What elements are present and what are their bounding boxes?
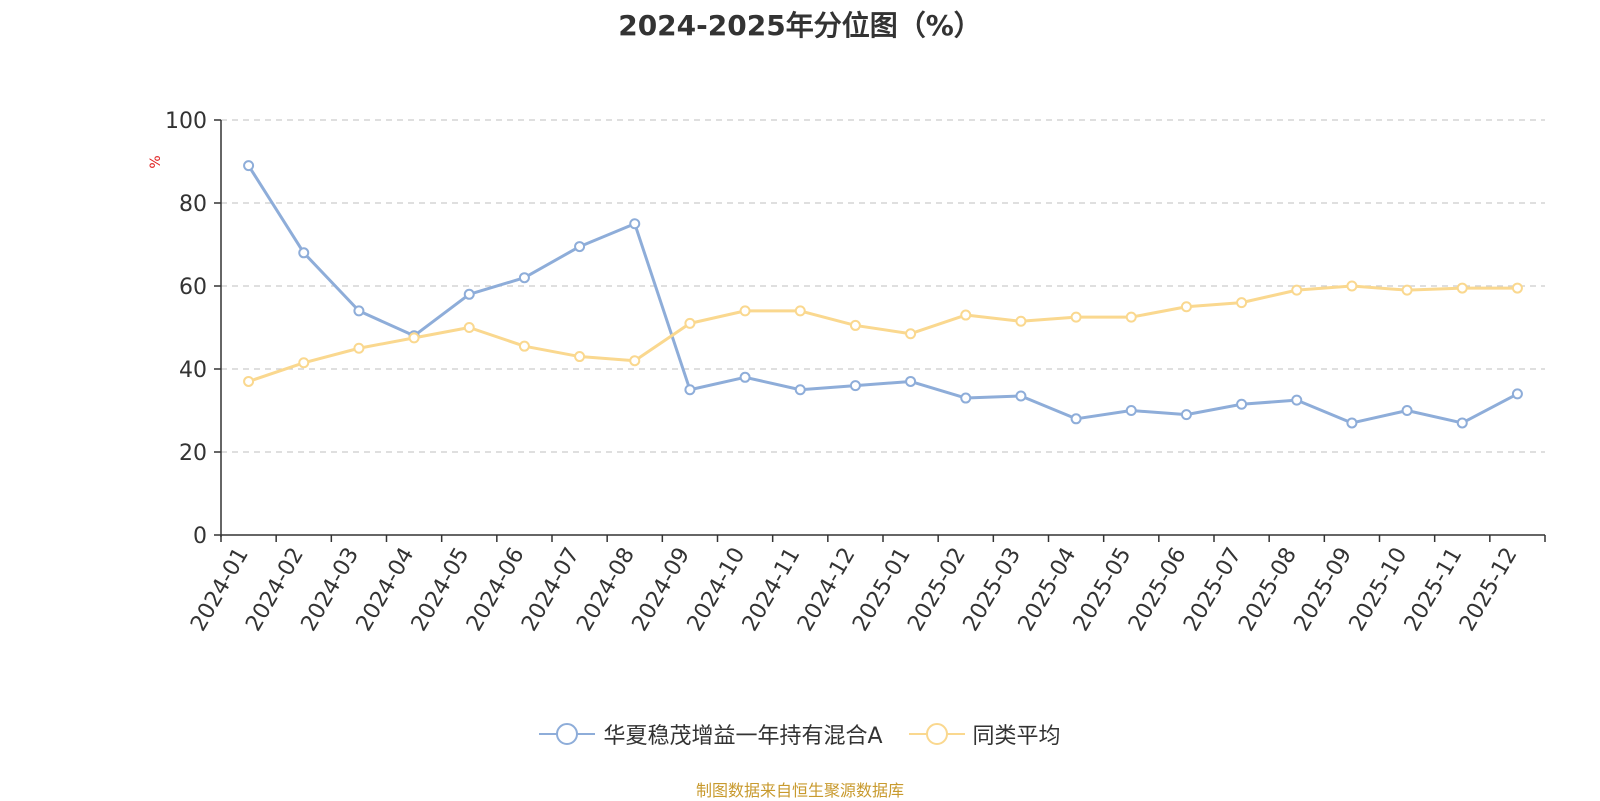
series-1-point[interactable] [905, 375, 917, 387]
series-1-point[interactable] [463, 288, 475, 300]
series-1-point[interactable] [574, 241, 586, 253]
source-note: 制图数据来自恒生聚源数据库 [695, 781, 904, 800]
series-2-point[interactable] [1015, 315, 1027, 327]
series-1-point[interactable] [1180, 409, 1192, 421]
y-tick-label: 100 [165, 109, 207, 134]
series-1-point[interactable] [1346, 417, 1358, 429]
series-2-point[interactable] [1125, 311, 1137, 323]
series-1-point[interactable] [1070, 413, 1082, 425]
series-layer [243, 160, 1523, 429]
series-line-2 [248, 284, 1518, 383]
series-2-point[interactable] [353, 342, 365, 354]
y-tick-label: 20 [179, 441, 207, 466]
series-2-point[interactable] [574, 351, 586, 363]
series-1-point[interactable] [1401, 405, 1413, 416]
series-1-point[interactable] [629, 218, 641, 230]
series-2-point[interactable] [518, 340, 530, 352]
chart-title: 2024-2025年分位图（%） [618, 9, 982, 42]
series-1-point[interactable] [794, 384, 806, 396]
series-1-point[interactable] [1456, 417, 1468, 429]
y-tick-label: 80 [179, 192, 207, 217]
series-1-point[interactable] [684, 384, 696, 396]
series-1-point[interactable] [960, 392, 972, 404]
series-1-point[interactable] [1291, 394, 1303, 406]
legend-item-series-2[interactable]: 同类平均 [908, 718, 1061, 750]
series-2-point[interactable] [243, 375, 255, 387]
series-2-point[interactable] [629, 355, 641, 367]
series-2-point[interactable] [1180, 301, 1192, 313]
series-2-point[interactable] [1346, 280, 1358, 292]
series-2-point[interactable] [684, 317, 696, 329]
series-2-point[interactable] [849, 319, 861, 331]
series-2-point[interactable] [463, 322, 475, 333]
series-1-point[interactable] [518, 272, 530, 284]
series-2-point[interactable] [408, 332, 420, 344]
legend-marker-series-2 [908, 723, 965, 745]
grid-lines [221, 119, 1545, 453]
series-1-point[interactable] [353, 305, 365, 317]
y-tick-label: 0 [193, 524, 207, 549]
series-1-point[interactable] [298, 247, 310, 259]
y-tick-label: 60 [179, 275, 207, 300]
legend-label-series-1: 华夏稳茂增益一年持有混合A [603, 724, 883, 749]
y-tick-label: 40 [179, 358, 207, 383]
legend-marker-series-1 [539, 723, 596, 745]
series-2-point[interactable] [1070, 311, 1082, 323]
series-2-point[interactable] [298, 357, 310, 369]
series-2-point[interactable] [1236, 297, 1248, 309]
series-2-point[interactable] [1401, 284, 1413, 296]
series-1-point[interactable] [1125, 405, 1137, 416]
y-axis-label: % [148, 155, 164, 168]
series-2-point[interactable] [905, 328, 917, 340]
series-1-point[interactable] [739, 371, 751, 383]
axes: % 0204060801002024-012024-022024-032024-… [148, 109, 1546, 636]
series-1-point[interactable] [1015, 390, 1027, 402]
series-2-point[interactable] [960, 309, 972, 321]
series-1-point[interactable] [1236, 398, 1248, 410]
series-1-point[interactable] [849, 380, 861, 392]
series-2-point[interactable] [1456, 282, 1468, 294]
series-2-point[interactable] [1511, 282, 1523, 294]
series-1-point[interactable] [1511, 388, 1523, 400]
legend: 华夏稳茂增益一年持有混合A 同类平均 [0, 718, 1600, 750]
legend-label-series-2: 同类平均 [972, 724, 1061, 749]
series-2-point[interactable] [739, 305, 751, 317]
series-2-point[interactable] [794, 305, 806, 317]
series-line-1 [247, 164, 1519, 425]
series-1-point[interactable] [243, 160, 255, 172]
series-2-point[interactable] [1291, 284, 1303, 296]
legend-item-series-1[interactable]: 华夏稳茂增益一年持有混合A [539, 718, 883, 750]
